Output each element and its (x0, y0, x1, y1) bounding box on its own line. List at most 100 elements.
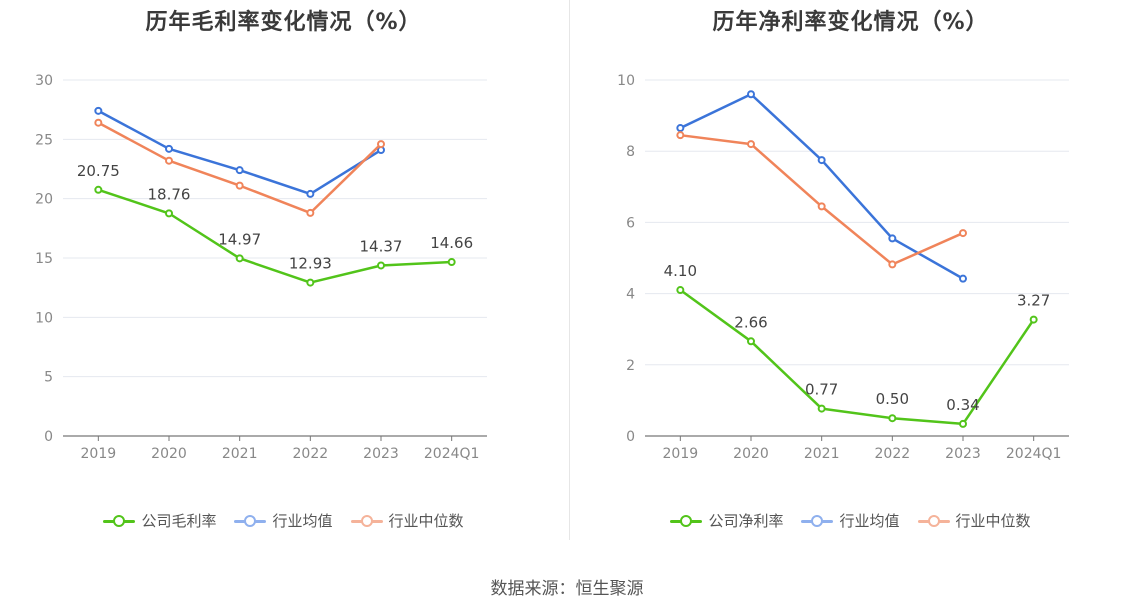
data-label: 0.77 (805, 381, 838, 399)
data-point (676, 286, 685, 295)
y-tick-label: 15 (35, 251, 53, 267)
y-tick-label: 4 (626, 287, 635, 303)
data-point (888, 414, 897, 423)
y-tick-label: 6 (626, 215, 635, 231)
x-tick-label: 2022 (875, 446, 911, 462)
net-margin-chart: 0 2 4 6 8 10 2019 2020 2021 2022 2023 2024Q1 4.10 2.6… (617, 73, 1069, 462)
y-tick-label: 5 (44, 370, 53, 386)
data-point (447, 258, 456, 267)
series-line (97, 188, 452, 284)
data-point (235, 254, 244, 263)
data-source-note: 数据来源：恒生聚源 (490, 579, 644, 599)
data-point (377, 140, 385, 149)
legend-swatch-icon (103, 514, 136, 528)
data-label: 14.37 (360, 237, 403, 255)
x-tick-label: 2023 (363, 446, 399, 462)
data-point (959, 229, 967, 238)
x-tick-label: 2022 (293, 446, 329, 462)
data-point (306, 208, 315, 217)
data-label: 2.66 (734, 313, 767, 331)
data-label: 4.10 (664, 262, 697, 280)
legend-item[interactable]: 公司净利率 (670, 510, 783, 531)
data-point (747, 140, 755, 149)
legend-label: 行业中位数 (388, 512, 464, 530)
data-label: 18.76 (148, 185, 191, 203)
data-point (235, 166, 244, 175)
legend-label: 行业均值 (272, 512, 333, 530)
data-point (165, 156, 173, 165)
y-tick-label: 10 (617, 73, 635, 89)
y-tick-label: 20 (35, 192, 53, 208)
legend-swatch-icon (350, 514, 383, 528)
data-label: 14.97 (218, 230, 261, 248)
x-tick-label: 2020 (733, 446, 769, 462)
gross-margin-chart-panel: 历年毛利率变化情况（%） 0 5 10 15 20 25 30 2019 2020 2021 202… (0, 0, 567, 560)
data-point (676, 131, 685, 140)
legend-item[interactable]: 行业均值 (234, 510, 333, 531)
legend-swatch-icon (234, 514, 267, 528)
data-point (165, 209, 173, 218)
data-point (747, 90, 755, 99)
y-tick-label: 10 (35, 310, 53, 326)
data-point (959, 419, 967, 428)
data-point (1029, 315, 1038, 324)
data-label: 14.66 (430, 234, 473, 252)
y-tick-label: 8 (626, 144, 635, 160)
chart-legend: 公司净利率 行业均值 行业中位数 (567, 510, 1134, 531)
chart-title: 历年净利率变化情况（%） (712, 10, 989, 35)
y-tick-label: 25 (35, 132, 53, 148)
legend-swatch-icon (670, 514, 703, 528)
data-point (959, 274, 967, 283)
x-tick-label: 2021 (222, 446, 258, 462)
data-point (888, 260, 897, 269)
chart-legend: 公司毛利率 行业均值 行业中位数 (0, 510, 567, 531)
x-tick-label: 2019 (81, 446, 117, 462)
data-point (94, 106, 103, 115)
data-label: 20.75 (77, 162, 120, 180)
legend-label: 公司净利率 (708, 512, 784, 530)
gross-margin-chart: 0 5 10 15 20 25 30 2019 2020 2021 2022 2023 2024Q1 20… (35, 73, 487, 462)
data-label: 0.34 (946, 396, 979, 414)
panel-divider (569, 0, 570, 540)
x-tick-label: 2024Q1 (1006, 446, 1062, 462)
data-point (676, 124, 685, 133)
legend-swatch-icon (917, 514, 950, 528)
legend-item[interactable]: 行业均值 (801, 510, 900, 531)
chart-title: 历年毛利率变化情况（%） (145, 10, 422, 35)
series-line (679, 289, 1035, 426)
legend-label: 行业均值 (839, 512, 900, 530)
series-line (97, 109, 382, 196)
x-tick-label: 2020 (151, 446, 187, 462)
legend-label: 行业中位数 (955, 512, 1031, 530)
data-label: 3.27 (1017, 292, 1050, 310)
data-point (888, 234, 897, 243)
data-point (817, 156, 826, 165)
y-tick-label: 2 (626, 358, 635, 374)
y-tick-label: 30 (35, 73, 53, 89)
data-point (235, 181, 244, 190)
legend-label: 公司毛利率 (141, 512, 217, 530)
data-point (165, 144, 173, 153)
data-point (94, 118, 103, 127)
data-point (817, 404, 826, 413)
net-margin-chart-panel: 历年净利率变化情况（%） 0 2 4 6 8 10 2019 2020 2021 2022 2023… (567, 0, 1134, 560)
y-tick-label: 0 (626, 429, 635, 445)
data-point (306, 189, 315, 198)
legend-item[interactable]: 行业中位数 (917, 510, 1031, 531)
data-point (306, 278, 315, 287)
series-line (680, 133, 964, 266)
y-tick-label: 0 (44, 429, 53, 445)
data-label: 0.50 (876, 390, 909, 408)
data-point (747, 337, 755, 346)
x-tick-label: 2024Q1 (424, 446, 480, 462)
x-tick-label: 2019 (663, 446, 699, 462)
legend-item[interactable]: 行业中位数 (350, 510, 464, 531)
legend-swatch-icon (801, 514, 834, 528)
legend-item[interactable]: 公司毛利率 (103, 510, 216, 531)
data-label: 12.93 (289, 255, 332, 273)
data-point (377, 261, 385, 270)
data-point (94, 185, 103, 194)
x-tick-label: 2023 (945, 446, 981, 462)
x-tick-label: 2021 (804, 446, 840, 462)
data-point (817, 202, 826, 211)
